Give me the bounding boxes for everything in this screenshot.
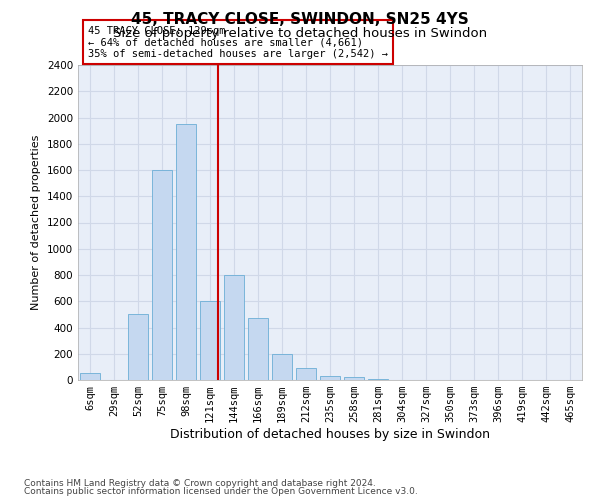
Bar: [152, 170, 172, 380]
Bar: [80, 374, 100, 380]
Text: Size of property relative to detached houses in Swindon: Size of property relative to detached ho…: [113, 28, 487, 40]
Bar: [320, 376, 340, 380]
Bar: [200, 301, 220, 380]
Text: 45, TRACY CLOSE, SWINDON, SN25 4YS: 45, TRACY CLOSE, SWINDON, SN25 4YS: [131, 12, 469, 28]
Bar: [176, 124, 196, 380]
Bar: [224, 275, 244, 380]
Bar: [128, 314, 148, 380]
Bar: [344, 378, 364, 380]
Text: Contains public sector information licensed under the Open Government Licence v3: Contains public sector information licen…: [24, 487, 418, 496]
Bar: [248, 318, 268, 380]
Y-axis label: Number of detached properties: Number of detached properties: [31, 135, 41, 310]
Bar: [272, 354, 292, 380]
Text: 45 TRACY CLOSE: 129sqm
← 64% of detached houses are smaller (4,661)
35% of semi-: 45 TRACY CLOSE: 129sqm ← 64% of detached…: [88, 26, 388, 58]
Bar: [368, 378, 388, 380]
Text: Contains HM Land Registry data © Crown copyright and database right 2024.: Contains HM Land Registry data © Crown c…: [24, 478, 376, 488]
X-axis label: Distribution of detached houses by size in Swindon: Distribution of detached houses by size …: [170, 428, 490, 441]
Bar: [296, 368, 316, 380]
